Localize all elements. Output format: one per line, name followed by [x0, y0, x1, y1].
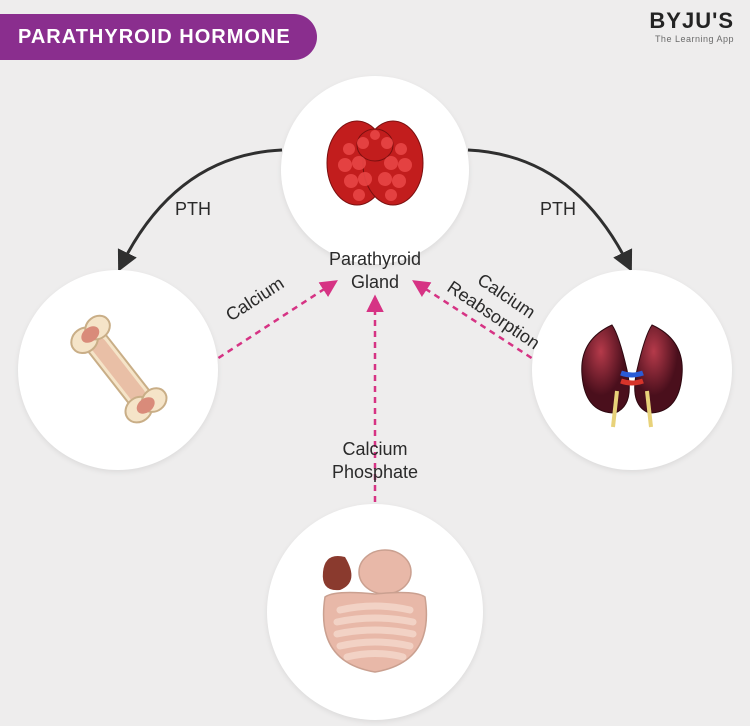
title-bar: PARATHYROID HORMONE — [0, 14, 317, 60]
page-title: PARATHYROID HORMONE — [18, 26, 291, 49]
intestine-icon — [285, 522, 465, 702]
diagram-canvas: PARATHYROID HORMONE BYJU'S The Learning … — [0, 0, 750, 726]
arrow-label-0: PTH — [103, 198, 283, 221]
bone-icon — [48, 300, 188, 440]
brand-tagline: The Learning App — [649, 34, 734, 44]
kidney-icon — [557, 295, 707, 445]
intestine-node — [267, 504, 483, 720]
brand-logo: BYJU'S The Learning App — [649, 8, 734, 44]
bone-node — [18, 270, 218, 470]
brand-name: BYJU'S — [649, 8, 734, 34]
arrow-label-4: CalciumPhosphate — [285, 438, 465, 483]
arrow-label-1: PTH — [468, 198, 648, 221]
gland-icon — [315, 115, 435, 225]
parathyroid-gland-node — [281, 76, 469, 264]
arrow-label-2: Calcium — [173, 241, 336, 358]
